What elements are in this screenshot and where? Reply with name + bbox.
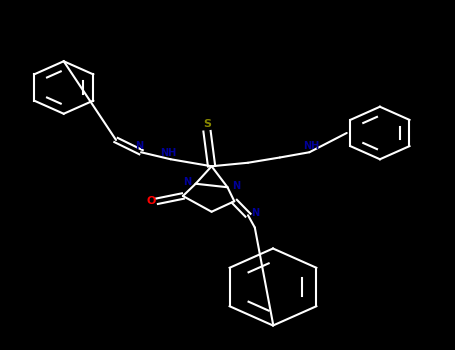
Text: NH: NH xyxy=(303,141,320,151)
Text: S: S xyxy=(203,119,211,128)
Text: N: N xyxy=(251,209,259,218)
Text: N: N xyxy=(232,181,240,191)
Text: N: N xyxy=(183,177,192,187)
Text: N: N xyxy=(135,141,143,151)
Text: O: O xyxy=(147,196,156,206)
Text: NH: NH xyxy=(160,148,177,158)
